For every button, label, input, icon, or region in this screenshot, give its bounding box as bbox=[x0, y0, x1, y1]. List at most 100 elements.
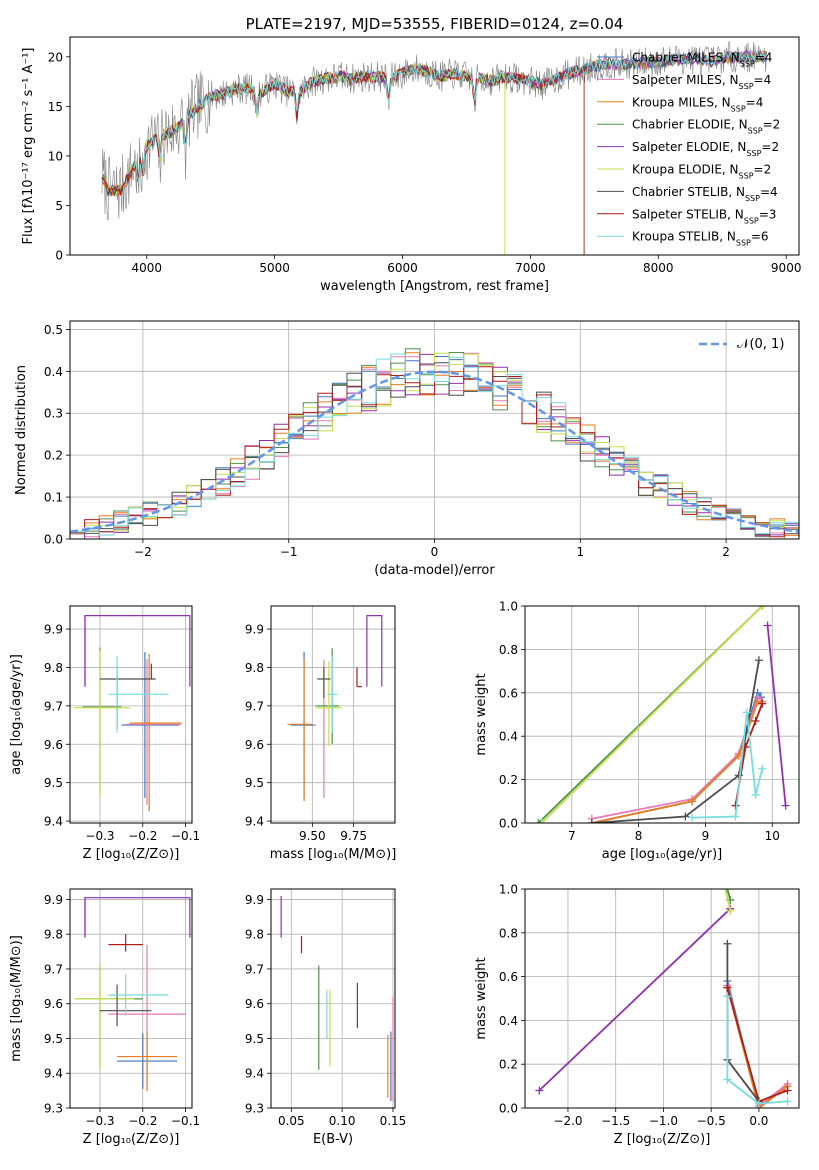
tick-label-y: 0.8 bbox=[499, 643, 518, 657]
tick-label-y: 9.8 bbox=[245, 661, 264, 675]
tick-label-y: 0.6 bbox=[499, 686, 518, 700]
legend-spectrum: Chabrier MILES, NSSP=4 Salpeter MILES, NS… bbox=[597, 51, 780, 247]
weight-marker bbox=[537, 819, 546, 823]
panel-weight_vs_age: 7 8 9 10 0.0 0.2 0.4 0.6 0.8 1.0 age [log₁₀(age/yr… bbox=[474, 600, 800, 862]
axis-label-y: mass [log₁₀(M/M⊙)] bbox=[9, 935, 24, 1062]
tick-label-x: −0.2 bbox=[128, 1114, 157, 1128]
tick-label-y: 1.0 bbox=[499, 883, 518, 897]
panel-mass_vs_Z: −0.3 −0.2 −0.1 9.3 9.4 9.5 9.6 9.7 9.8 9.9 Z [log₁… bbox=[9, 888, 200, 1147]
axis-label-x: (data-model)/error bbox=[374, 563, 495, 578]
plot-area bbox=[534, 606, 790, 823]
plot-area bbox=[101, 40, 767, 255]
tick-label-y: 10 bbox=[48, 149, 63, 163]
tick-label-y: 9.5 bbox=[44, 1032, 63, 1046]
tick-label-y: 0.1 bbox=[44, 491, 63, 505]
legend-residuals: 𝒩(0, 1) bbox=[699, 337, 784, 352]
tick-label-x: −0.3 bbox=[85, 1114, 114, 1128]
errorbar-chabrier-miles bbox=[290, 652, 316, 799]
tick-label-x: −0.1 bbox=[171, 1114, 200, 1128]
tick-label-x: 0.15 bbox=[380, 1114, 407, 1128]
tick-label-y: 9.8 bbox=[44, 661, 63, 675]
errorbar-chabrier-elodie bbox=[315, 648, 339, 745]
weight-series-kroupa-stelib bbox=[688, 708, 767, 822]
tick-label-y: 9.6 bbox=[44, 997, 63, 1011]
weight-marker bbox=[758, 606, 767, 610]
tick-label-y: 0.3 bbox=[44, 407, 63, 421]
tick-label-x: 7000 bbox=[515, 261, 546, 275]
tick-label-y: 9.3 bbox=[245, 1102, 264, 1116]
weight-marker bbox=[723, 983, 732, 992]
errorbar-kroupa-miles bbox=[117, 1032, 178, 1092]
tick-label-y: 9.7 bbox=[245, 699, 264, 713]
legend-entry: Salpeter STELIB, NSSP=3 bbox=[632, 207, 776, 225]
weight-marker bbox=[781, 801, 790, 810]
weight-marker bbox=[763, 621, 772, 630]
axes-frame bbox=[69, 888, 193, 1109]
tick-label-y: 9.4 bbox=[245, 815, 264, 829]
errorbar-kroupa-elodie bbox=[74, 964, 135, 1069]
tick-label-y: 20 bbox=[48, 50, 63, 64]
axis-label-y: mass weight bbox=[474, 673, 489, 755]
tick-label-y: 9.8 bbox=[44, 928, 63, 942]
axes-frame bbox=[270, 888, 396, 1109]
tick-label-y: 0.0 bbox=[499, 817, 518, 831]
axis-label-x: Z [log₁₀(Z/Z⊙)] bbox=[83, 847, 180, 862]
tick-label-y: 9.9 bbox=[44, 893, 63, 907]
tick-label-x: −0.1 bbox=[171, 829, 200, 843]
tick-label-y: 9.6 bbox=[44, 738, 63, 752]
axis-label-y: age [log₁₀(age/yr)] bbox=[9, 654, 24, 775]
weight-line bbox=[726, 943, 760, 1102]
weight-marker bbox=[758, 699, 767, 708]
tick-label-x: 9.75 bbox=[340, 829, 367, 843]
errorbar-bracket bbox=[84, 897, 191, 938]
errorbar-kroupa-elodie bbox=[315, 661, 343, 747]
weight-series-kroupa-stelib bbox=[723, 992, 792, 1108]
tick-label-x: −1 bbox=[280, 545, 298, 559]
tick-label-x: 2 bbox=[722, 545, 730, 559]
tick-label-y: 5 bbox=[55, 199, 63, 213]
tick-label-x: 9000 bbox=[771, 261, 802, 275]
tick-label-x: −1.0 bbox=[649, 1114, 678, 1128]
tick-label-y: 9.9 bbox=[245, 893, 264, 907]
figure-title: PLATE=2197, MJD=53555, FIBERID=0124, z=0… bbox=[246, 15, 624, 33]
weight-marker bbox=[723, 939, 732, 948]
weight-marker bbox=[758, 764, 767, 773]
axis-label-y: mass weight bbox=[474, 957, 489, 1039]
plot-area bbox=[535, 889, 792, 1108]
weight-series-kroupa-miles bbox=[587, 697, 767, 823]
histogram-kroupa-elodie bbox=[70, 352, 799, 539]
tick-label-x: 1 bbox=[576, 545, 584, 559]
tick-label-y: 0.2 bbox=[499, 1058, 518, 1072]
tick-label-x: 10 bbox=[765, 829, 780, 843]
tick-label-y: 0.4 bbox=[44, 365, 63, 379]
tick-label-y: 0.4 bbox=[499, 730, 518, 744]
legend-entry: 𝒩(0, 1) bbox=[737, 337, 784, 352]
errorbar-chabrier-miles bbox=[121, 652, 180, 799]
plot-area bbox=[74, 615, 191, 812]
tick-label-y: 9.6 bbox=[245, 738, 264, 752]
weight-marker bbox=[726, 906, 735, 915]
weight-series-kroupa-elodie bbox=[721, 889, 735, 915]
errorbar-kroupa-miles bbox=[129, 654, 182, 812]
tick-label-y: 0.0 bbox=[499, 1102, 518, 1116]
axis-label-x: E(B-V) bbox=[313, 1132, 353, 1147]
errorbar-kroupa-elodie bbox=[74, 650, 130, 797]
tick-label-x: −0.2 bbox=[128, 829, 157, 843]
axis-label-x: wavelength [Angstrom, rest frame] bbox=[320, 279, 549, 294]
tick-label-y: 0 bbox=[55, 249, 63, 263]
weight-marker bbox=[723, 992, 732, 1001]
model-spectrum-kroupa-stelib bbox=[133, 49, 767, 183]
tick-label-y: 9.9 bbox=[44, 623, 63, 637]
panel-age_vs_mass: 9.50 9.75 9.4 9.5 9.6 9.7 9.8 9.9 mass [log₁₀(M/… bbox=[245, 605, 396, 862]
tick-label-y: 9.3 bbox=[44, 1102, 63, 1116]
weight-series-salpeter-elodie bbox=[763, 621, 790, 810]
weight-marker bbox=[783, 1097, 792, 1106]
tick-label-y: 9.4 bbox=[44, 1067, 63, 1081]
weight-line bbox=[541, 606, 763, 823]
axes-frame bbox=[69, 36, 800, 256]
errorbar-kroupa-stelib bbox=[108, 655, 169, 733]
tick-label-y: 0.0 bbox=[44, 533, 63, 547]
tick-label-x: 8 bbox=[635, 829, 643, 843]
axis-label-y: Normed distribution bbox=[14, 365, 29, 495]
plot-area bbox=[280, 895, 394, 1102]
